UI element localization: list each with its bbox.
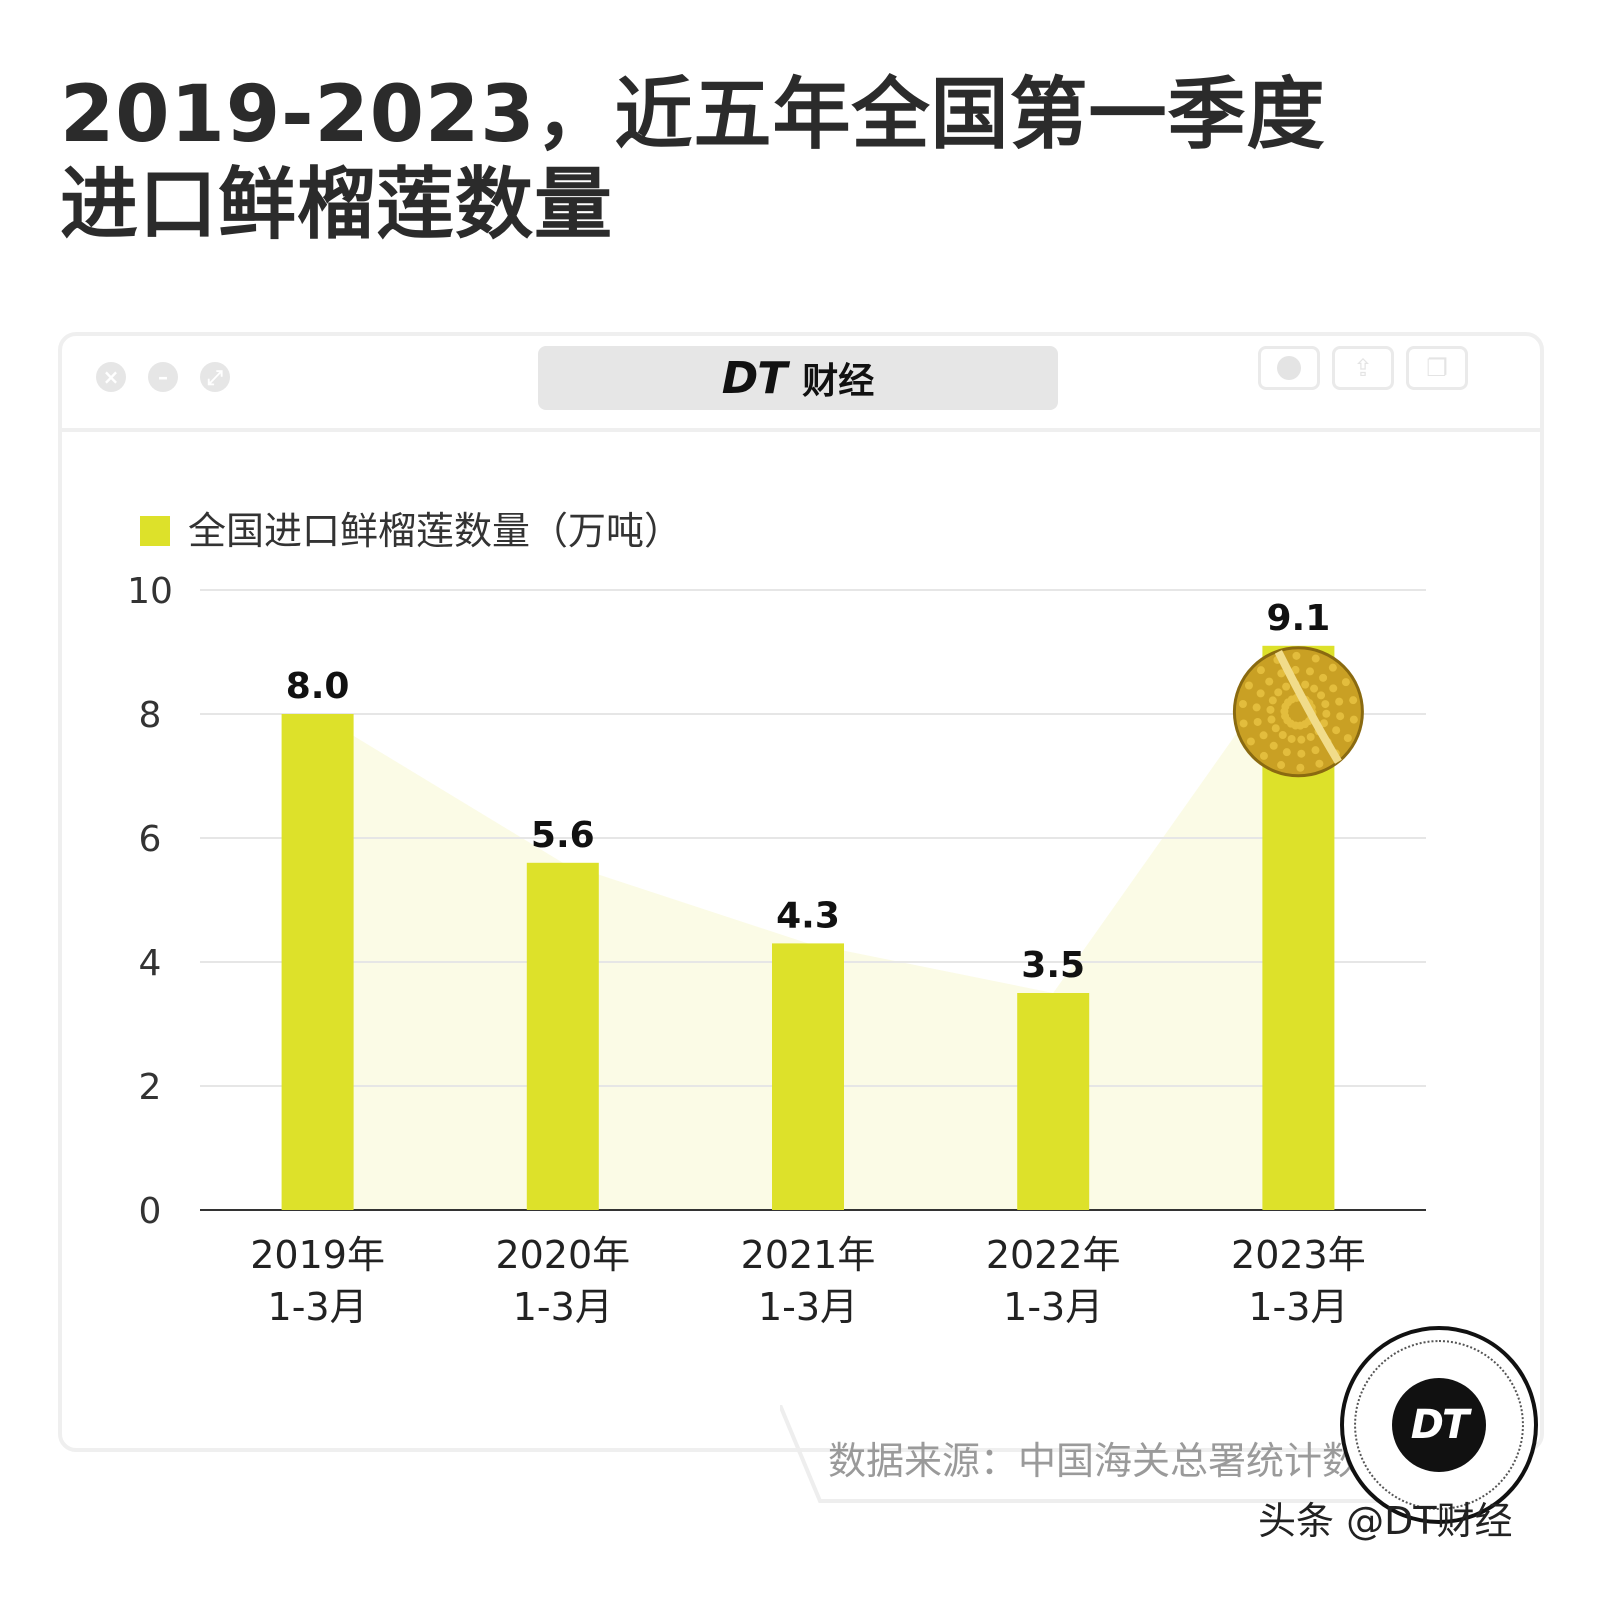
x-tick-label: 2021年 (741, 1233, 876, 1277)
share-icon[interactable]: ⇪ (1332, 346, 1394, 390)
legend-swatch (140, 516, 170, 546)
data-source: 数据来源：中国海关总署统计数据 (828, 1439, 1399, 1483)
legend-label: 全国进口鲜榴莲数量（万吨） (188, 509, 682, 553)
title-line-2: 进口鲜榴莲数量 (60, 160, 614, 250)
dt-badge-logo: DT (1392, 1378, 1486, 1472)
x-tick-label: 1-3月 (758, 1285, 858, 1329)
x-tick-label: 2023年 (1231, 1233, 1366, 1277)
dt-badge: DT (1340, 1326, 1538, 1524)
bar (281, 714, 354, 1210)
brand-name: 财经 (802, 361, 875, 402)
data-label: 8.0 (286, 666, 350, 707)
copy-icon[interactable]: ❐ (1406, 346, 1468, 390)
close-icon[interactable]: × (96, 362, 126, 392)
minimize-icon[interactable]: – (148, 362, 178, 392)
x-tick-label: 2022年 (986, 1233, 1121, 1277)
window-titlebar: × – ⤢ DT 财经 ⇪ ❐ (62, 336, 1540, 432)
chart-title: 2019-2023，近五年全国第一季度 进口鲜榴莲数量 (60, 70, 1326, 250)
data-label: 3.5 (1021, 945, 1085, 986)
brand-address-bar: DT 财经 (538, 346, 1058, 410)
data-label: 5.6 (531, 815, 595, 856)
y-tick-label: 10 (127, 571, 173, 612)
record-icon[interactable] (1258, 346, 1320, 390)
data-label: 9.1 (1267, 598, 1331, 639)
y-tick-label: 2 (139, 1067, 162, 1108)
x-tick-label: 2020年 (495, 1233, 630, 1277)
brand-logo: DT (721, 352, 788, 404)
title-line-1: 2019-2023，近五年全国第一季度 (60, 70, 1326, 160)
data-label: 4.3 (776, 895, 840, 936)
source-tab (780, 1405, 1500, 1503)
y-tick-label: 6 (139, 819, 162, 860)
x-tick-label: 1-3月 (513, 1285, 613, 1329)
durian-illustration (1232, 646, 1364, 778)
x-tick-label: 1-3月 (1248, 1285, 1348, 1329)
platform-credit: 头条 @DT财经 (1258, 1499, 1513, 1543)
bar (772, 943, 844, 1210)
y-tick-label: 0 (139, 1191, 162, 1232)
x-tick-label: 2019年 (250, 1233, 385, 1277)
y-tick-label: 4 (139, 943, 162, 984)
bar (526, 862, 599, 1210)
x-tick-label: 1-3月 (268, 1285, 368, 1329)
bar (1017, 993, 1090, 1210)
x-tick-label: 1-3月 (1003, 1285, 1103, 1329)
y-tick-label: 8 (139, 695, 162, 736)
maximize-icon[interactable]: ⤢ (200, 362, 230, 392)
